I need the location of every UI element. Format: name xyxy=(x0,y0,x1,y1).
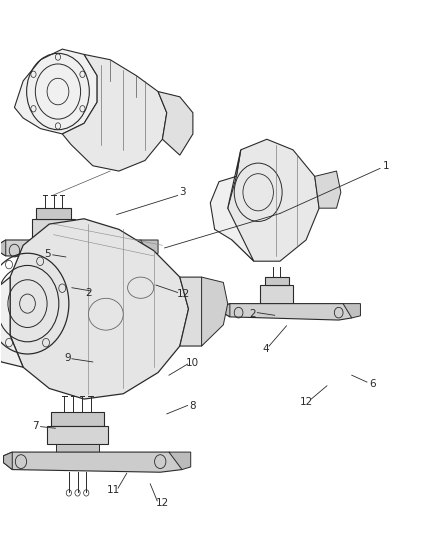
Polygon shape xyxy=(62,54,167,171)
Text: 2: 2 xyxy=(85,288,92,298)
Text: 5: 5 xyxy=(44,249,51,259)
Polygon shape xyxy=(221,304,352,320)
Text: 10: 10 xyxy=(185,358,198,368)
Polygon shape xyxy=(56,444,99,452)
Polygon shape xyxy=(228,139,319,261)
Polygon shape xyxy=(169,452,191,470)
Polygon shape xyxy=(260,285,293,304)
Polygon shape xyxy=(10,219,188,399)
Polygon shape xyxy=(221,304,230,317)
Text: 12: 12 xyxy=(177,289,190,299)
Text: 3: 3 xyxy=(179,187,185,197)
Polygon shape xyxy=(32,219,75,240)
Polygon shape xyxy=(343,304,360,318)
Polygon shape xyxy=(201,277,228,346)
Polygon shape xyxy=(14,49,97,134)
Polygon shape xyxy=(4,452,12,470)
Polygon shape xyxy=(0,240,149,259)
Text: 6: 6 xyxy=(369,379,375,389)
Polygon shape xyxy=(36,208,71,219)
Polygon shape xyxy=(265,277,289,285)
Text: 4: 4 xyxy=(263,344,269,354)
Text: 11: 11 xyxy=(107,485,120,495)
Polygon shape xyxy=(210,150,254,261)
Text: 12: 12 xyxy=(156,498,169,508)
Polygon shape xyxy=(0,277,23,367)
Text: 8: 8 xyxy=(190,401,196,411)
Polygon shape xyxy=(158,92,193,155)
Text: 1: 1 xyxy=(383,161,390,171)
Text: 2: 2 xyxy=(250,309,256,319)
Text: 12: 12 xyxy=(300,397,313,407)
Polygon shape xyxy=(0,240,6,256)
Polygon shape xyxy=(141,240,158,256)
Text: 9: 9 xyxy=(64,353,71,362)
Polygon shape xyxy=(4,452,182,472)
Polygon shape xyxy=(47,425,108,444)
Polygon shape xyxy=(180,277,215,346)
Polygon shape xyxy=(315,171,341,208)
Polygon shape xyxy=(51,413,104,425)
Text: 7: 7 xyxy=(32,421,39,431)
